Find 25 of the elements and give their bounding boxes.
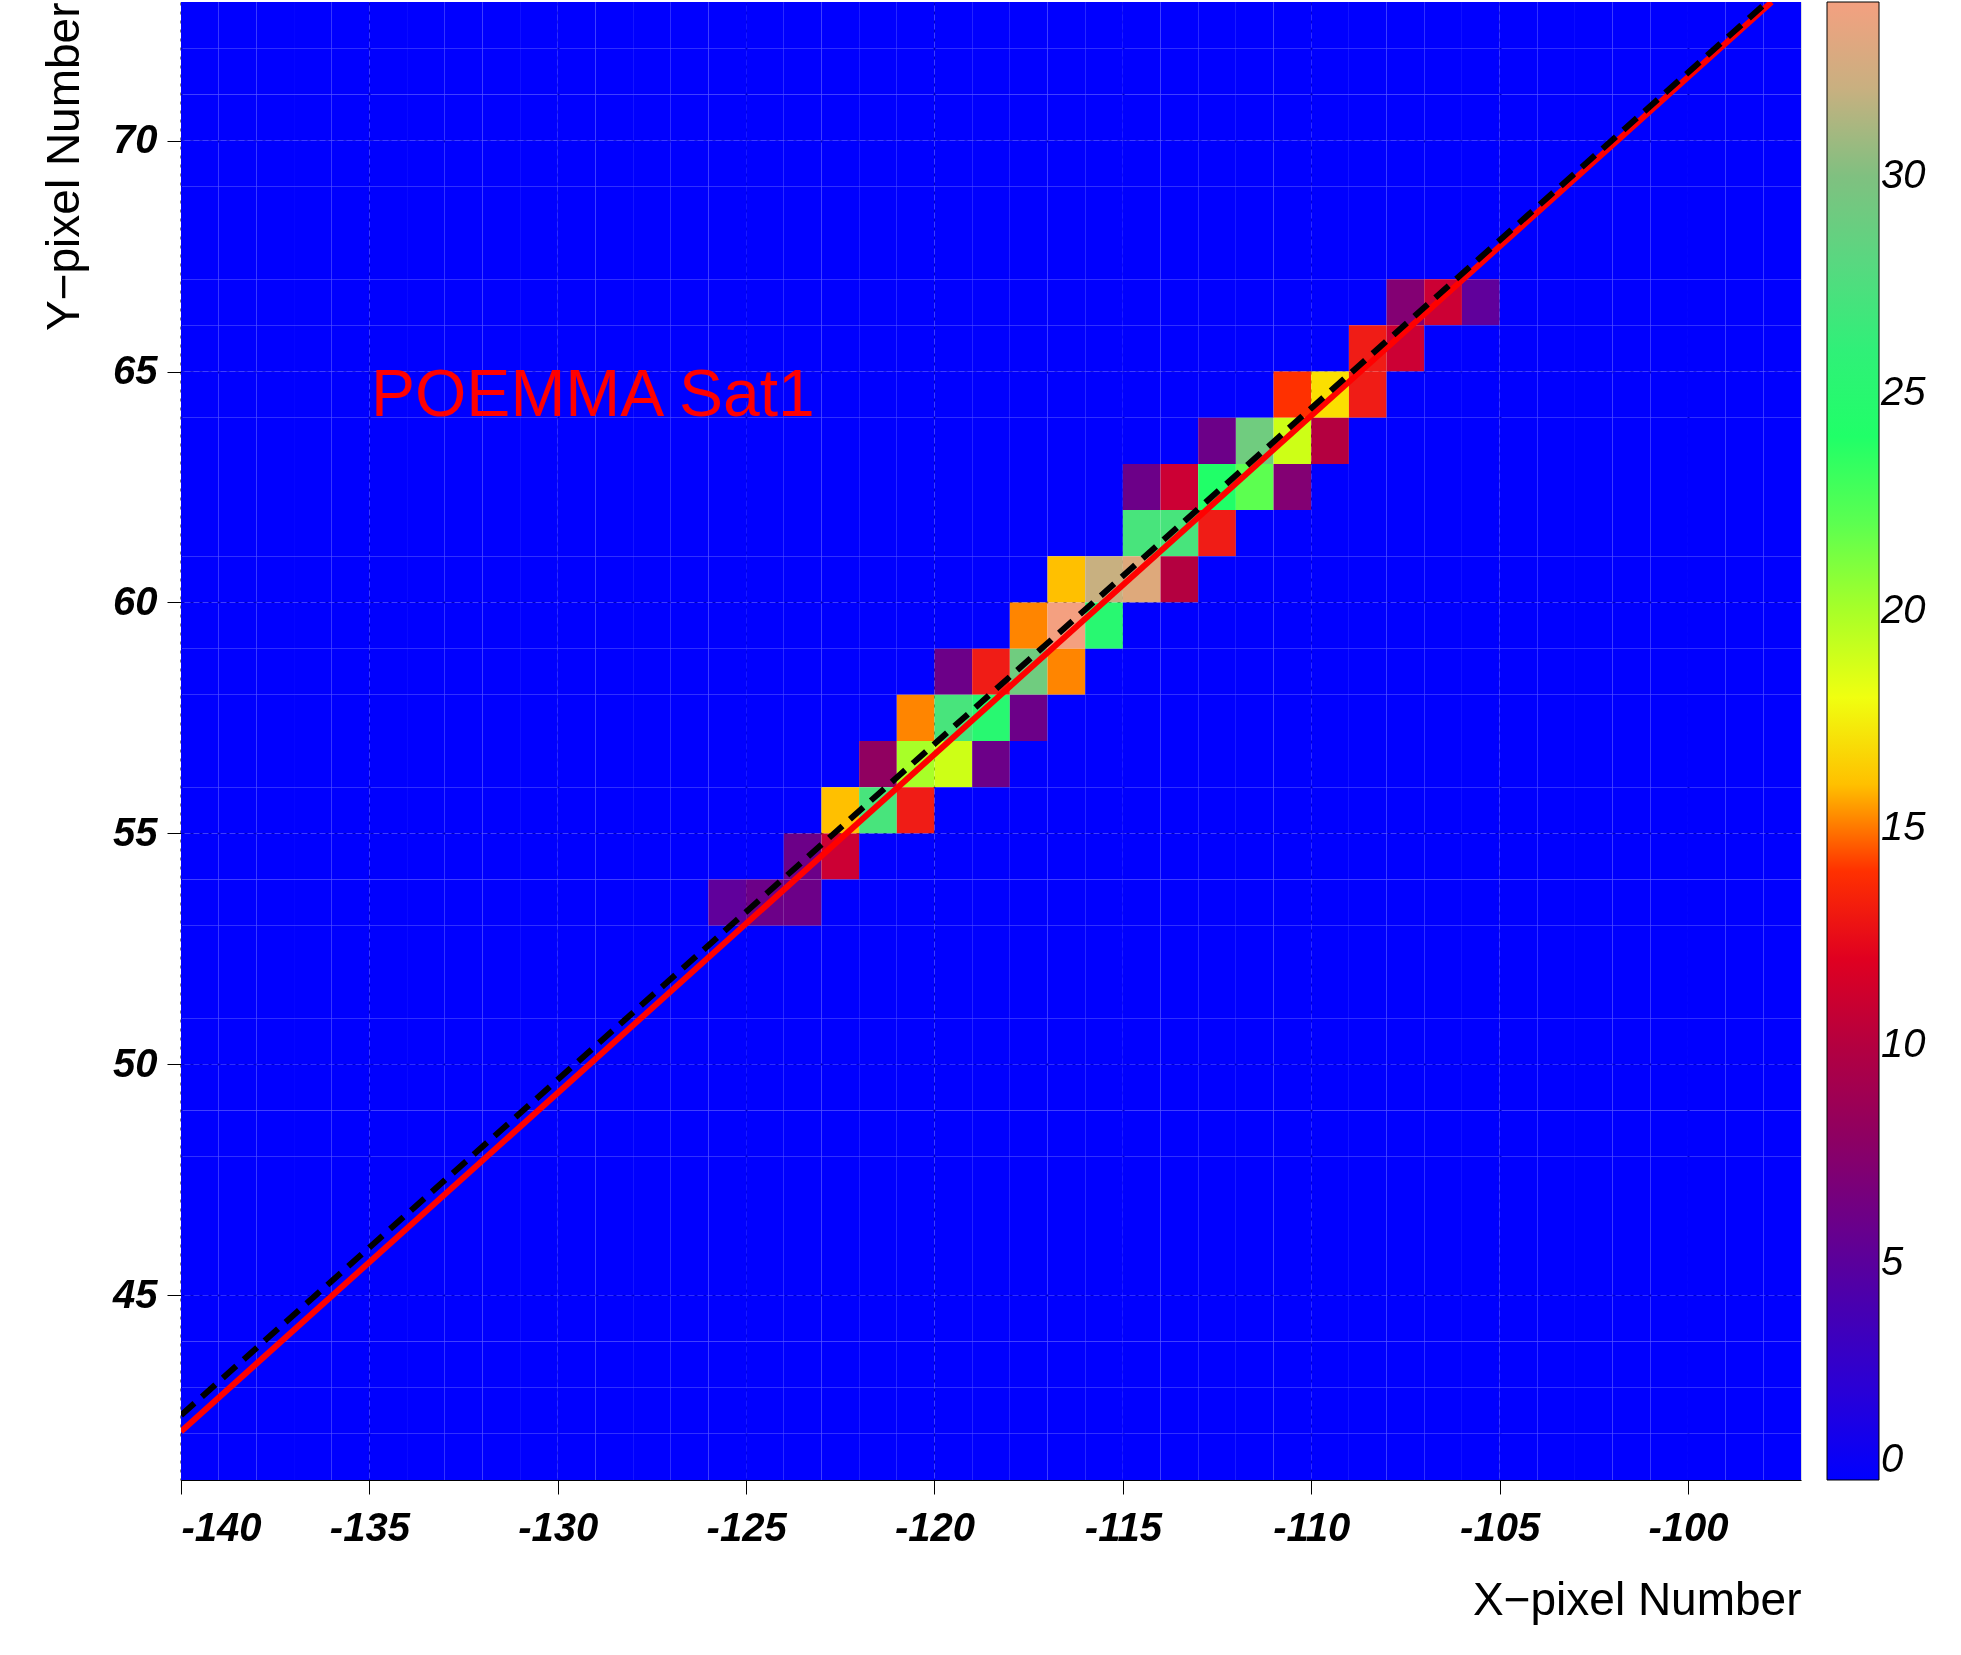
- x-tick-label: -130: [518, 1504, 599, 1549]
- y-tick-label: 55: [113, 809, 159, 854]
- x-tick-label: -140: [181, 1504, 262, 1549]
- color-bar-label: 5: [1881, 1238, 1904, 1283]
- x-tick-label: -135: [329, 1504, 411, 1549]
- annotation: POEMMA Sat1: [371, 356, 815, 430]
- x-tick-label: -115: [1084, 1504, 1163, 1549]
- y-tick-label: 45: [112, 1271, 159, 1316]
- y-axis-title: Y−pixel Number: [37, 2, 90, 332]
- color-bar-label: 25: [1880, 369, 1927, 414]
- y-tick-label: 70: [113, 117, 158, 162]
- color-bar-label: 0: [1881, 1436, 1904, 1480]
- y-tick-label: 50: [113, 1040, 158, 1085]
- color-bar-label: 10: [1881, 1021, 1926, 1066]
- x-tick-label: -100: [1648, 1504, 1729, 1549]
- y-tick-label: 60: [113, 578, 158, 623]
- color-bar-label: 15: [1881, 803, 1927, 848]
- y-tick-label: 65: [113, 348, 159, 392]
- x-tick-label: -125: [706, 1504, 788, 1549]
- x-tick-label: -110: [1273, 1504, 1351, 1549]
- color-bar-label: 20: [1880, 586, 1926, 631]
- color-bar-label: 30: [1881, 151, 1926, 196]
- x-tick-label: -105: [1460, 1504, 1541, 1549]
- x-axis-title: X−pixel Number: [1472, 1572, 1802, 1625]
- x-tick-label: -120: [894, 1504, 976, 1549]
